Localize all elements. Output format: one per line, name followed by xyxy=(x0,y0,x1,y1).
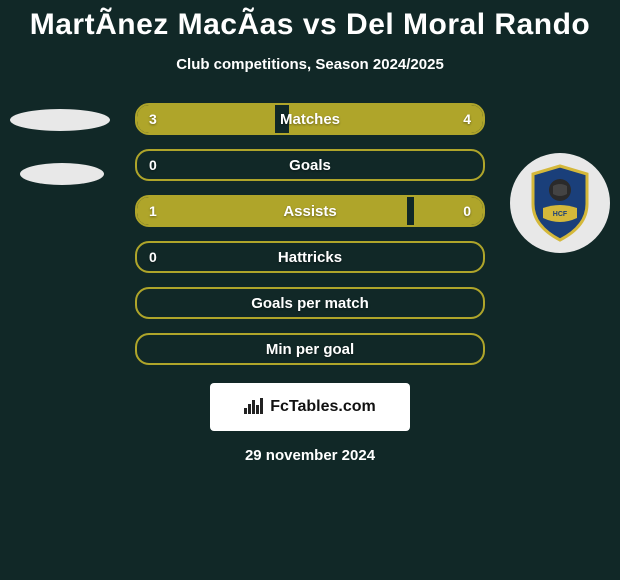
bar-value-left: 0 xyxy=(149,249,157,265)
bar-label: Min per goal xyxy=(137,341,483,358)
bar-label: Matches xyxy=(137,111,483,128)
brand-badge: FcTables.com xyxy=(210,383,410,431)
stat-bar-goals-per-match: Goals per match xyxy=(135,287,485,319)
player-left-avatar xyxy=(10,103,110,203)
chart-icon xyxy=(244,396,264,419)
subtitle: Club competitions, Season 2024/2025 xyxy=(176,56,444,73)
date-label: 29 november 2024 xyxy=(245,447,375,464)
bar-label: Hattricks xyxy=(137,249,483,266)
avatar-placeholder-shape xyxy=(20,163,104,185)
bar-value-right: 0 xyxy=(463,203,471,219)
stat-bar-hattricks: Hattricks0 xyxy=(135,241,485,273)
bar-value-left: 0 xyxy=(149,157,157,173)
stat-bars: Matches34Goals0Assists10Hattricks0Goals … xyxy=(135,103,485,365)
comparison-card: MartÃnez MacÃas vs Del Moral Rando Club … xyxy=(0,0,620,464)
bar-value-left: 1 xyxy=(149,203,157,219)
stat-bar-assists: Assists1 0 xyxy=(135,195,485,227)
bar-label: Goals xyxy=(137,157,483,174)
club-logo: HCF xyxy=(510,153,610,253)
stat-bar-min-per-goal: Min per goal xyxy=(135,333,485,365)
svg-text:HCF: HCF xyxy=(553,211,568,218)
bar-label: Goals per match xyxy=(137,295,483,312)
bar-label: Assists xyxy=(137,203,483,220)
player-right-avatar: HCF xyxy=(510,153,610,253)
bar-value-right: 4 xyxy=(463,111,471,127)
stats-area: HCF Matches34Goals0Assists10Hattricks0Go… xyxy=(0,103,620,365)
bar-value-left: 3 xyxy=(149,111,157,127)
page-title: MartÃnez MacÃas vs Del Moral Rando xyxy=(30,8,590,42)
stat-bar-matches: Matches3 4 xyxy=(135,103,485,135)
stat-bar-goals: Goals0 xyxy=(135,149,485,181)
club-crest-icon: HCF xyxy=(525,164,595,242)
avatar-placeholder-shape xyxy=(10,109,110,131)
brand-text: FcTables.com xyxy=(270,398,376,416)
